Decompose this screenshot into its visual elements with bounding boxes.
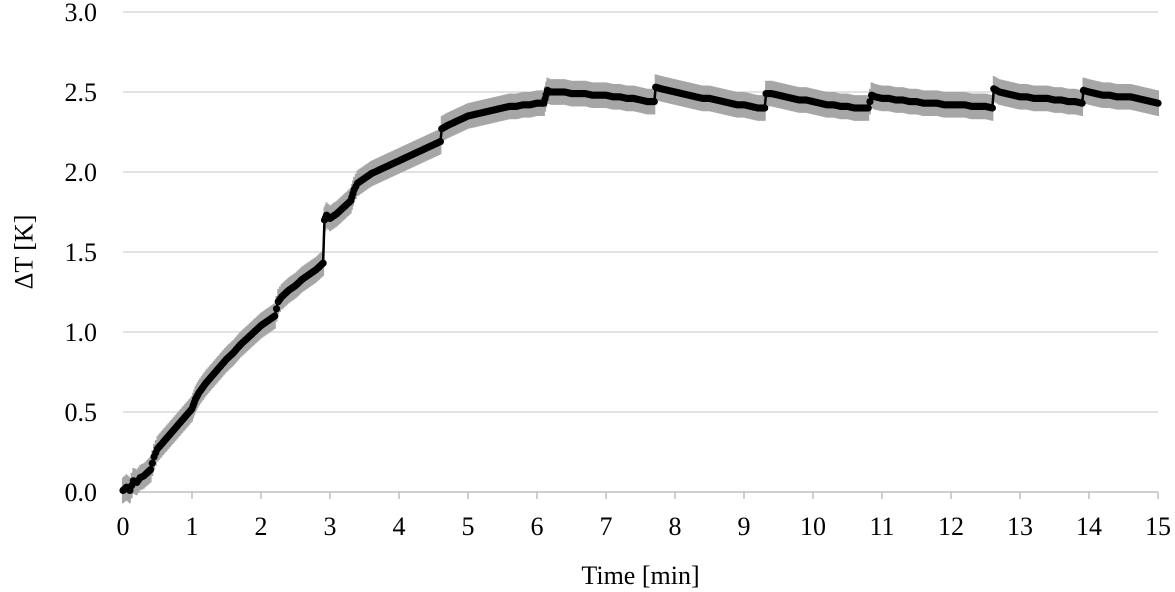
y-tick-label: 0.0 <box>65 478 98 507</box>
x-tick-label: 2 <box>255 512 268 541</box>
y-tick-label: 1.0 <box>65 318 98 347</box>
x-tick-label: 14 <box>1076 512 1102 541</box>
data-point <box>271 312 279 320</box>
data-markers <box>119 83 1162 494</box>
x-tick-label: 10 <box>800 512 826 541</box>
y-tick-label: 3.0 <box>65 0 98 27</box>
y-axis-title: ΔT [K] <box>10 215 39 290</box>
x-tick-label: 1 <box>186 512 199 541</box>
data-point <box>148 459 156 467</box>
x-tick-label: 13 <box>1007 512 1033 541</box>
x-tick-label: 0 <box>117 512 130 541</box>
data-point <box>436 138 444 146</box>
axes <box>122 491 1159 499</box>
error-bars <box>122 74 1159 504</box>
x-tick-label: 8 <box>669 512 682 541</box>
x-tick-label: 7 <box>600 512 613 541</box>
x-tick-label: 9 <box>738 512 751 541</box>
y-tick-label: 2.0 <box>65 158 98 187</box>
x-tick-label: 15 <box>1145 512 1171 541</box>
data-point <box>147 466 155 474</box>
y-tick-labels: 0.0 0.5 1.0 1.5 2.0 2.5 3.0 <box>65 0 98 507</box>
data-point <box>1154 99 1162 107</box>
data-point <box>866 98 874 106</box>
x-tick-label: 4 <box>393 512 406 541</box>
y-tick-label: 2.5 <box>65 78 98 107</box>
data-point <box>319 259 327 267</box>
x-tick-label: 3 <box>324 512 337 541</box>
x-tick-label: 5 <box>462 512 475 541</box>
y-tick-label: 1.5 <box>65 238 98 267</box>
data-point <box>1078 99 1086 107</box>
x-tick-labels: 0 1 2 3 4 5 6 7 8 9 10 11 12 13 14 15 <box>117 512 1172 541</box>
data-point <box>988 104 997 112</box>
x-axis-title: Time [min] <box>581 561 699 590</box>
x-tick-label: 12 <box>938 512 964 541</box>
data-point <box>650 98 658 106</box>
gridlines <box>123 11 1158 413</box>
x-tick-label: 6 <box>531 512 544 541</box>
data-point <box>272 305 281 313</box>
x-tick-label: 11 <box>869 512 894 541</box>
data-point <box>761 104 769 112</box>
y-tick-label: 0.5 <box>65 398 98 427</box>
data-point <box>864 104 872 112</box>
